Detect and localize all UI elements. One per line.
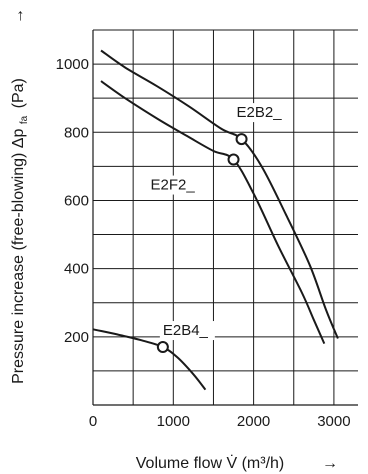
x-axis-title: Volume flow V̇ (m³/h) xyxy=(136,454,284,472)
series-label-background xyxy=(147,175,200,195)
series-marker-e2f2 xyxy=(227,153,240,166)
x-tick-label: 2000 xyxy=(237,413,270,430)
x-tick-label: 1000 xyxy=(157,413,190,430)
y-axis-title: Pressure increase (free-blowing) Δp fa (… xyxy=(10,78,31,384)
x-tick-label: 0 xyxy=(89,413,97,430)
series-label-e2b4: E2B4_ xyxy=(163,322,209,339)
chart-curves: E2B2_ E2F2_ E2B4_ xyxy=(92,49,339,391)
y-axis-title-unit: (Pa) xyxy=(10,78,27,108)
y-tick-label: 600 xyxy=(64,192,89,209)
y-tick-label: 1000 xyxy=(56,56,89,73)
y-tick-label: 400 xyxy=(64,261,89,278)
y-axis-title-main: Pressure increase (free-blowing) Δp xyxy=(10,129,27,384)
y-tick-label: 200 xyxy=(64,329,89,346)
y-axis-title-subscript: fa xyxy=(19,115,30,124)
x-axis-arrow: → xyxy=(322,455,338,472)
y-tick-label: 800 xyxy=(64,124,89,141)
chart-grid xyxy=(93,29,358,405)
series-label-e2b2: E2B2_ xyxy=(237,104,283,121)
series-label-e2f2: E2F2_ xyxy=(151,177,196,194)
series-label-background xyxy=(233,103,292,123)
series-marker-e2b4 xyxy=(156,341,169,354)
series-label-background xyxy=(159,321,215,341)
y-axis-arrow: → xyxy=(10,8,27,24)
series-marker-e2b2 xyxy=(235,133,248,146)
chart-axes xyxy=(92,30,358,406)
chart-ticks: 0 1000 2000 3000 200 400 600 800 1000 xyxy=(56,56,351,430)
x-tick-label: 3000 xyxy=(317,413,350,430)
